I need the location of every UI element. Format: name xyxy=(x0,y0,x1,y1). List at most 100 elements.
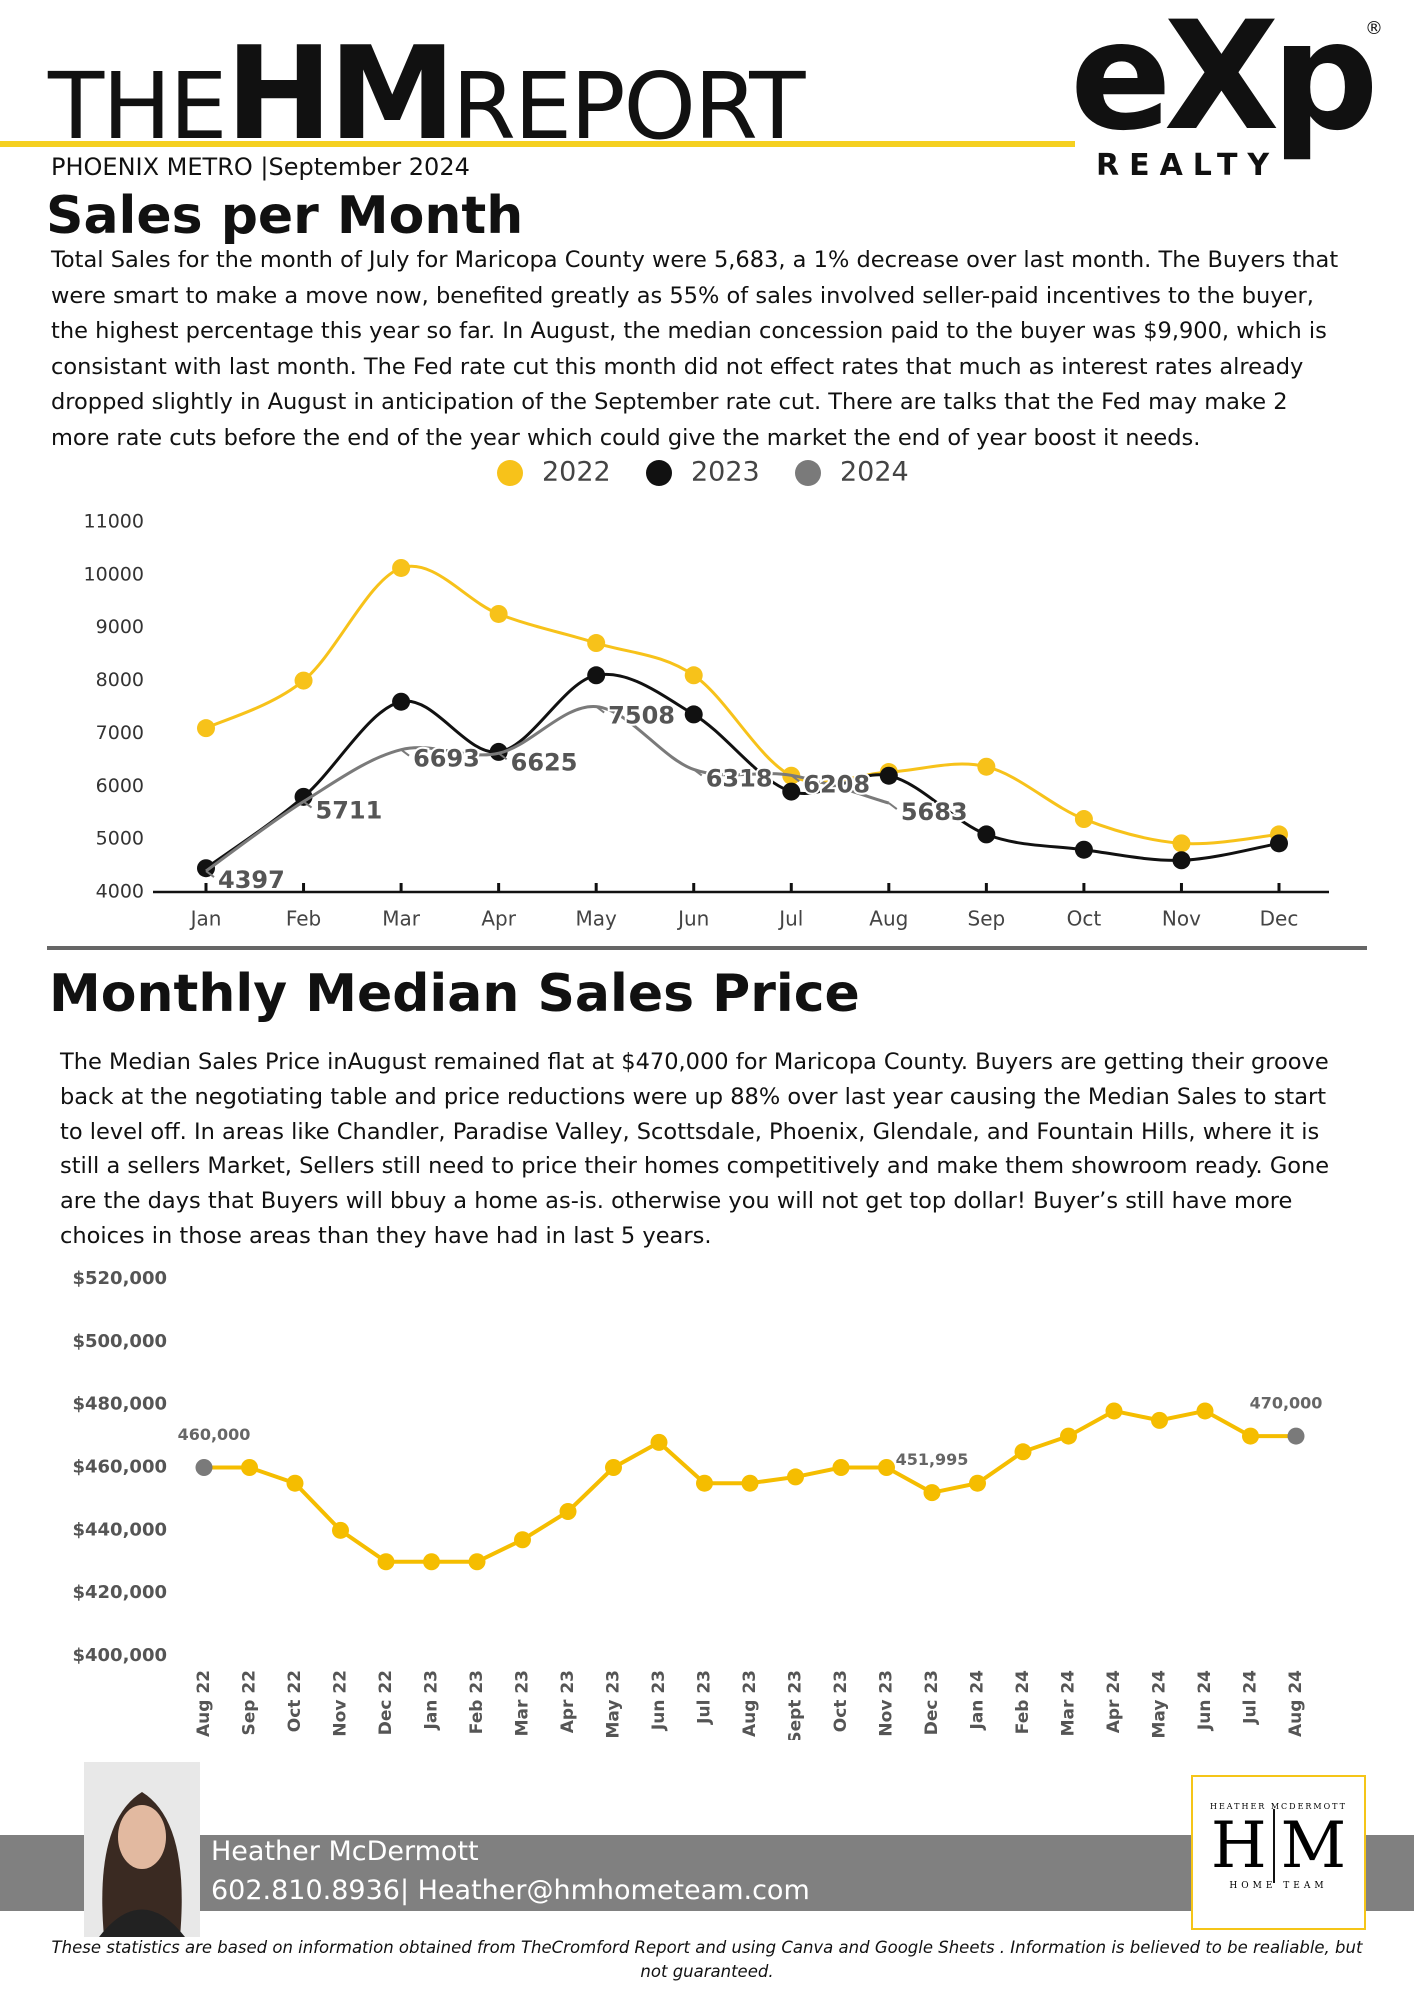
x-tick-label: May xyxy=(576,907,618,931)
x-tick-label: Oct 22 xyxy=(285,1670,305,1732)
x-tick-label: Feb 24 xyxy=(1013,1670,1033,1734)
point xyxy=(468,1553,486,1571)
x-tick-label: May 24 xyxy=(1150,1670,1170,1739)
point xyxy=(1172,851,1191,870)
point xyxy=(587,634,606,653)
logo-sub: REALTY xyxy=(1096,148,1280,183)
legend-marker xyxy=(497,460,523,486)
data-label: 6693 xyxy=(413,745,480,773)
point xyxy=(605,1459,622,1476)
x-tick-label: Oct 23 xyxy=(831,1670,851,1732)
point xyxy=(782,782,801,801)
sales-chart: 4000 5000 6000 7000 8000 9000 10000 11000 Jan Feb… xyxy=(84,457,1329,931)
point xyxy=(1105,1402,1123,1420)
point xyxy=(1014,1443,1032,1461)
x-tick-label: Apr 23 xyxy=(558,1670,578,1733)
y-tick-label: 10000 xyxy=(84,563,144,585)
logo-main: eXp xyxy=(1070,0,1379,164)
title-part: REPORT xyxy=(452,53,805,160)
data-label: 460,000 xyxy=(178,1425,251,1444)
data-label: 5711 xyxy=(316,797,383,825)
point xyxy=(197,859,215,878)
title: THEHMREPORT xyxy=(48,20,805,169)
y-tick-label: $520,000 xyxy=(72,1268,167,1289)
x-tick-label: Apr 24 xyxy=(1104,1670,1124,1733)
point xyxy=(977,757,996,776)
data-label: 6208 xyxy=(803,770,870,798)
point xyxy=(1270,834,1288,853)
x-tick-label: Aug 23 xyxy=(740,1670,760,1737)
badge-top: HEATHER MCDERMOTT xyxy=(1209,1802,1348,1811)
point xyxy=(1287,1427,1305,1445)
x-tick-label: Feb xyxy=(286,907,321,931)
y-tick-label: 5000 xyxy=(96,828,144,850)
y-tick-label: $440,000 xyxy=(72,1519,167,1540)
x-tick-label: Nov xyxy=(1162,907,1201,931)
section-heading: Monthly Median Sales Price xyxy=(49,964,860,1024)
x-tick-label: Dec 22 xyxy=(376,1670,396,1735)
legend-label: 2022 xyxy=(542,457,611,488)
x-tick-label: Dec 23 xyxy=(922,1670,942,1735)
point xyxy=(392,692,411,711)
data-label: 470,000 xyxy=(1250,1394,1323,1413)
x-tick-label: Jul xyxy=(777,907,803,931)
point xyxy=(787,1468,804,1486)
point xyxy=(977,825,996,844)
x-tick-label: Mar 24 xyxy=(1059,1670,1079,1737)
point xyxy=(1151,1411,1168,1429)
x-tick-label: Dec xyxy=(1260,907,1299,931)
section-text: The Median Sales Price inAugust remained… xyxy=(60,1049,1330,1249)
point xyxy=(923,1484,941,1502)
x-tick-label: Jun xyxy=(676,907,709,931)
x-tick-label: Mar xyxy=(382,907,421,931)
agent-name: Heather McDermott xyxy=(211,1836,479,1867)
point xyxy=(587,666,606,685)
subtitle: PHOENIX METRO |September 2024 xyxy=(51,153,470,181)
legend-label: 2023 xyxy=(691,457,760,488)
x-tick-label: Feb 23 xyxy=(467,1670,487,1734)
legend-marker xyxy=(646,460,672,486)
y-tick-label: 8000 xyxy=(96,669,144,691)
data-label: 451,995 xyxy=(896,1450,969,1469)
data-label: 7508 xyxy=(608,702,675,730)
title-part: HM xyxy=(225,20,456,169)
x-tick-label: Jul 23 xyxy=(695,1670,715,1725)
x-tick-label: Jun 24 xyxy=(1195,1670,1215,1731)
point xyxy=(197,719,215,738)
badge-bottom: HOME TEAM xyxy=(1229,1881,1328,1891)
label-leader xyxy=(888,802,898,810)
x-tick-label: Nov 23 xyxy=(877,1670,897,1737)
point xyxy=(1074,810,1093,829)
point xyxy=(1074,840,1093,859)
point xyxy=(332,1521,349,1539)
point xyxy=(650,1433,668,1451)
x-tick-label: Jan 24 xyxy=(968,1670,988,1731)
label-leader xyxy=(595,705,605,714)
section-text: Total Sales for the month of July for Ma… xyxy=(51,247,1339,451)
legend-marker xyxy=(795,460,821,486)
series-line xyxy=(205,705,890,873)
point xyxy=(878,1459,895,1476)
point xyxy=(489,604,508,623)
point xyxy=(969,1474,986,1492)
data-label: 5683 xyxy=(901,798,968,826)
y-tick-label: $400,000 xyxy=(72,1645,167,1666)
point xyxy=(559,1502,577,1520)
point xyxy=(392,558,411,577)
title-part: THE xyxy=(48,53,228,160)
y-tick-label: 9000 xyxy=(96,616,144,638)
logo-registered: ® xyxy=(1365,18,1383,39)
y-tick-label: $420,000 xyxy=(72,1582,167,1603)
disclaimer: These statistics are based on informatio… xyxy=(51,1938,1363,1981)
point xyxy=(1196,1402,1214,1420)
label-leader xyxy=(693,768,703,777)
point xyxy=(294,671,313,690)
x-tick-label: Sept 23 xyxy=(786,1670,806,1740)
y-tick-label: $500,000 xyxy=(72,1331,167,1352)
point xyxy=(1172,834,1191,853)
point xyxy=(879,766,898,785)
x-tick-label: Jan 23 xyxy=(422,1670,442,1730)
x-tick-label: Jan xyxy=(189,907,222,931)
label-leader xyxy=(302,800,313,809)
